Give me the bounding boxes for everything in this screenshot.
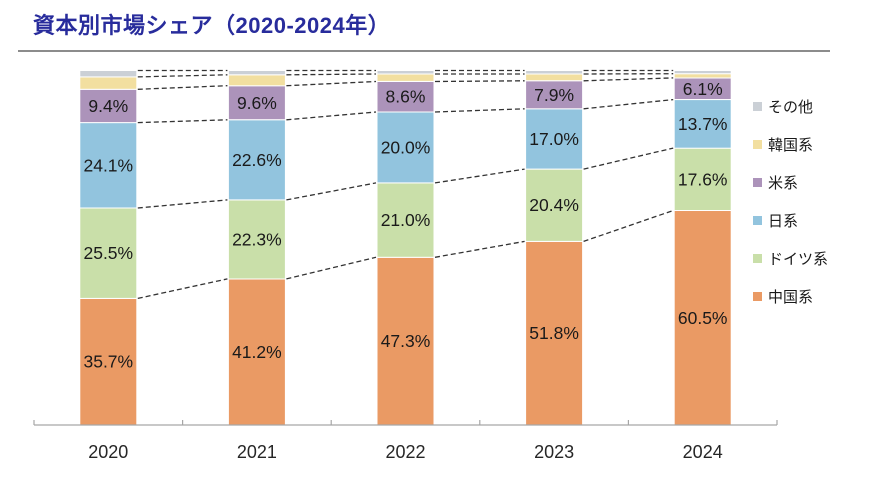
- segment-value-label-japan-2020: 24.1%: [83, 155, 133, 175]
- bar-segment-other-2024: [673, 70, 732, 75]
- bar-segment-korea-2022: [376, 73, 435, 82]
- connector-line-china-2023-2024: [583, 209, 674, 243]
- bar-segment-korea-2020: [79, 76, 138, 90]
- connector-line-korea-2021-2022: [286, 73, 377, 76]
- segment-value-label-germany-2021: 22.3%: [232, 229, 282, 249]
- segment-value-label-germany-2022: 21.0%: [381, 210, 431, 230]
- connector-line-us-2023-2024: [583, 77, 674, 82]
- segment-value-label-china-2022: 47.3%: [381, 331, 431, 351]
- segment-value-label-germany-2020: 25.5%: [83, 243, 133, 263]
- bar-segment-korea-2024: [673, 73, 732, 79]
- connector-line-japan-2021-2022: [286, 111, 377, 121]
- bar-segment-other-2023: [525, 70, 584, 75]
- bar-segment-china-2020: [79, 297, 138, 426]
- segment-value-label-china-2023: 51.8%: [529, 323, 579, 343]
- segment-value-label-us-2024: 6.1%: [683, 79, 723, 99]
- x-axis-label-2020: 2020: [88, 442, 128, 462]
- legend-item-japan: 日系: [753, 210, 828, 230]
- legend-label-korea: 韓国系: [768, 136, 814, 154]
- connector-line-us-2020-2021: [137, 85, 228, 90]
- bar-segment-germany-2023: [525, 168, 584, 242]
- legend-label-china: 中国系: [768, 288, 814, 306]
- connector-line-japan-2023-2024: [583, 98, 674, 110]
- x-axis-label-2023: 2023: [534, 442, 574, 462]
- connector-line-germany-2021-2022: [286, 182, 377, 201]
- bar-segment-germany-2024: [673, 147, 732, 212]
- segment-value-label-germany-2024: 17.6%: [678, 169, 728, 189]
- segment-value-label-japan-2024: 13.7%: [678, 114, 728, 134]
- legend-label-germany: ドイツ系: [768, 250, 829, 268]
- bar-segment-other-2021: [227, 70, 286, 76]
- bar-segment-japan-2023: [525, 108, 584, 170]
- bar-segment-us-2023: [525, 80, 584, 110]
- x-axis-label-2022: 2022: [385, 442, 425, 462]
- segment-value-label-china-2024: 60.5%: [678, 308, 728, 328]
- title-divider: [18, 50, 830, 52]
- legend-item-other: その他: [753, 96, 828, 116]
- legend-item-korea: 韓国系: [753, 134, 828, 154]
- connector-line-germany-2023-2024: [583, 147, 674, 170]
- connector-line-germany-2020-2021: [137, 199, 228, 209]
- segment-value-label-us-2022: 8.6%: [386, 87, 426, 107]
- bar-segment-japan-2020: [79, 122, 138, 209]
- x-axis-label-2021: 2021: [237, 442, 277, 462]
- connector-line-china-2022-2023: [434, 240, 525, 258]
- segment-value-label-us-2021: 9.6%: [237, 93, 277, 113]
- segment-value-label-china-2020: 35.7%: [83, 352, 133, 372]
- bar-segment-japan-2024: [673, 99, 732, 149]
- bar-segment-germany-2020: [79, 207, 138, 299]
- bar-segment-china-2023: [525, 240, 584, 426]
- bar-segment-korea-2021: [227, 74, 286, 87]
- segment-value-label-china-2021: 41.2%: [232, 342, 282, 362]
- connector-line-japan-2022-2023: [434, 108, 525, 113]
- segment-value-label-japan-2021: 22.6%: [232, 150, 282, 170]
- bar-segment-china-2022: [376, 256, 435, 426]
- connector-line-us-2021-2022: [286, 80, 377, 87]
- segment-value-label-us-2020: 9.4%: [88, 96, 128, 116]
- segment-value-label-japan-2023: 17.0%: [529, 129, 579, 149]
- connector-line-korea-2020-2021: [137, 74, 228, 78]
- legend-swatch-korea: [753, 139, 762, 149]
- legend-swatch-us: [753, 177, 762, 187]
- bar-segment-us-2021: [227, 85, 286, 121]
- legend-label-japan: 日系: [768, 212, 799, 230]
- bar-segment-japan-2021: [227, 119, 286, 201]
- segment-value-label-germany-2023: 20.4%: [529, 195, 579, 215]
- bar-segment-us-2022: [376, 81, 435, 113]
- connector-line-japan-2020-2021: [137, 119, 228, 124]
- legend-item-us: 米系: [753, 172, 828, 192]
- connector-line-germany-2022-2023: [434, 168, 525, 184]
- connector-line-china-2020-2021: [137, 278, 228, 300]
- legend-swatch-germany: [753, 253, 762, 263]
- bar-segment-germany-2022: [376, 182, 435, 258]
- legend-swatch-other: [753, 101, 762, 111]
- legend-label-us: 米系: [768, 174, 799, 192]
- segment-value-label-us-2023: 7.9%: [534, 85, 574, 105]
- connector-line-china-2021-2022: [286, 256, 377, 280]
- legend-label-other: その他: [768, 98, 814, 116]
- legend-item-germany: ドイツ系: [753, 248, 828, 268]
- legend-swatch-china: [753, 291, 762, 301]
- bar-segment-other-2020: [79, 70, 138, 78]
- segment-value-label-japan-2022: 20.0%: [381, 137, 431, 157]
- legend-item-china: 中国系: [753, 286, 828, 306]
- x-axis-label-2024: 2024: [683, 442, 723, 462]
- chart-title: 資本別市場シェア（2020-2024年）: [33, 13, 391, 38]
- chart-legend: その他韓国系米系日系ドイツ系中国系: [753, 96, 828, 324]
- bar-segment-korea-2023: [525, 73, 584, 82]
- bar-segment-other-2022: [376, 70, 435, 75]
- connector-line-us-2022-2023: [434, 80, 525, 83]
- legend-swatch-japan: [753, 215, 762, 225]
